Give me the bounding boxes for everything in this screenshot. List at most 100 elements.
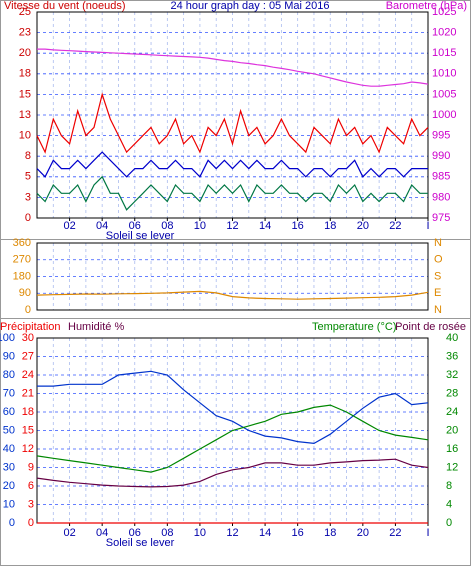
plot-frame	[36, 242, 429, 311]
series-line	[36, 151, 428, 178]
y2-tick-label: 975	[432, 212, 450, 224]
y2-tick-label: 12	[22, 443, 34, 455]
x-tick-label: 22	[389, 220, 401, 232]
x-tick-label: 20	[357, 220, 369, 232]
y2-tick-label: 1010	[432, 68, 456, 80]
y-tick-label: 270	[13, 254, 31, 266]
x-tick-label: 14	[259, 220, 271, 232]
y2-tick-label: 21	[22, 387, 34, 399]
y2-tick-label: 1025	[432, 6, 456, 18]
legend-label: Point de rosée	[395, 321, 466, 333]
series-line	[37, 370, 429, 445]
y2-tick-label: 0	[28, 517, 34, 529]
annotation: Soleil se lever	[106, 230, 175, 242]
x-tick-label: 22	[389, 527, 401, 539]
legend-label: Temperature (°C)	[312, 321, 396, 333]
y3-tick-label: 16	[446, 443, 458, 455]
x-tick-label: 20	[357, 527, 369, 539]
y-tick-label: 30	[3, 461, 15, 473]
y2-tick-label: S	[434, 270, 441, 282]
y2-tick-label: 6	[28, 480, 34, 492]
y-tick-label: 50	[3, 424, 15, 436]
x-tick-label: I	[426, 220, 429, 232]
series-line	[36, 290, 429, 300]
x-tick-label: 02	[63, 527, 75, 539]
y2-tick-label: 995	[432, 130, 450, 142]
y-tick-label: 180	[13, 270, 31, 282]
y2-tick-label: N	[434, 237, 442, 249]
y2-tick-label: 18	[22, 406, 34, 418]
y2-tick-label: 985	[432, 171, 450, 183]
series-line	[36, 175, 428, 211]
x-tick-label: 08	[161, 220, 173, 232]
y2-tick-label: 30	[22, 332, 34, 344]
y3-tick-label: 0	[446, 517, 452, 529]
y-tick-label: 10	[19, 130, 31, 142]
x-tick-label: 10	[194, 220, 206, 232]
y2-tick-label: 1000	[432, 109, 456, 121]
y2-tick-label: E	[434, 287, 441, 299]
y2-tick-label: 3	[28, 498, 34, 510]
y2-tick-label: 24	[22, 369, 34, 381]
x-tick-label: 04	[96, 220, 108, 232]
series-line	[36, 458, 429, 488]
x-tick-label: 16	[292, 527, 304, 539]
x-tick-label: 06	[129, 527, 141, 539]
x-tick-label: 08	[161, 527, 173, 539]
y2-tick-label: 15	[22, 424, 34, 436]
x-tick-label: 18	[324, 527, 336, 539]
y-tick-label: 0	[25, 304, 31, 316]
x-tick-label: 16	[292, 220, 304, 232]
y2-label: Barometre (hPa)	[386, 0, 467, 12]
x-tick-label: 12	[226, 220, 238, 232]
x-tick-label: 10	[194, 527, 206, 539]
y2-tick-label: O	[434, 254, 443, 266]
y3-tick-label: 28	[446, 387, 458, 399]
x-tick-label: I	[426, 527, 429, 539]
y-tick-label: 100	[0, 332, 15, 344]
y2-tick-label: 1020	[432, 27, 456, 39]
y-tick-label: 15	[19, 88, 31, 100]
y-tick-label: 80	[3, 369, 15, 381]
chart-title: 24 hour graph day : 05 Mai 2016	[170, 0, 329, 12]
x-tick-label: 02	[63, 220, 75, 232]
y-tick-label: 20	[19, 47, 31, 59]
series-line	[36, 92, 429, 154]
y-tick-label: 10	[3, 498, 15, 510]
y2-tick-label: 980	[432, 191, 450, 203]
y3-tick-label: 32	[446, 369, 458, 381]
y-tick-label: 0	[9, 517, 15, 529]
y-tick-label: 20	[3, 480, 15, 492]
annotation: Soleil se lever	[106, 537, 175, 549]
y-tick-label: 0	[25, 212, 31, 224]
y3-tick-label: 36	[446, 350, 458, 362]
y-tick-label: 3	[25, 191, 31, 203]
y-tick-label: 360	[13, 237, 31, 249]
y2-tick-label: 990	[432, 150, 450, 162]
y-tick-label: 18	[19, 68, 31, 80]
y-tick-label: 90	[19, 287, 31, 299]
x-tick-label: 06	[129, 220, 141, 232]
y3-tick-label: 20	[446, 424, 458, 436]
x-tick-label: 18	[324, 220, 336, 232]
x-tick-label: 12	[226, 527, 238, 539]
y3-tick-label: 4	[446, 498, 452, 510]
x-tick-label: 14	[259, 527, 271, 539]
y-tick-label: 40	[3, 443, 15, 455]
y3-tick-label: 12	[446, 461, 458, 473]
y-tick-label: 13	[19, 109, 31, 121]
series-line	[37, 48, 429, 87]
y-tick-label: 90	[3, 350, 15, 362]
y2-tick-label: N	[434, 304, 442, 316]
y3-tick-label: 24	[446, 406, 458, 418]
y-tick-label: 23	[19, 27, 31, 39]
y2-tick-label: 9	[28, 461, 34, 473]
y-tick-label: 8	[25, 150, 31, 162]
legend-label: Précipitation	[0, 321, 61, 333]
x-tick-label: 04	[96, 527, 108, 539]
y-tick-label: 70	[3, 387, 15, 399]
y-label: Vitesse du vent (noeuds)	[4, 0, 125, 12]
y2-tick-label: 27	[22, 350, 34, 362]
y-tick-label: 5	[25, 171, 31, 183]
